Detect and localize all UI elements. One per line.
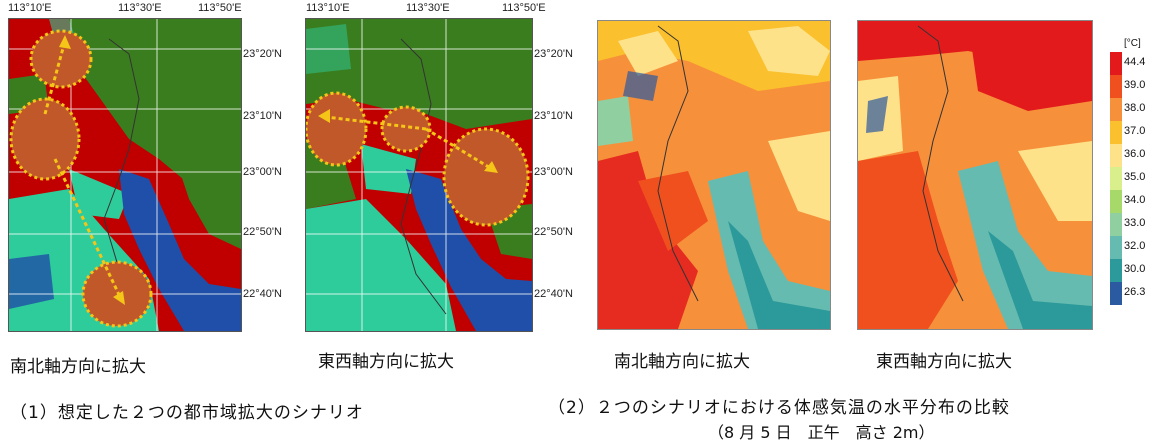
lon-tick: 113°50'E: [198, 2, 242, 14]
legend-entry: 37.0: [1110, 121, 1164, 144]
landuse-map-svg: [306, 19, 532, 331]
legend-entry: 44.4: [1110, 52, 1164, 75]
lat-tick: 23°20'N: [243, 48, 282, 60]
legend-swatch: [1110, 190, 1122, 213]
panel-2-subcaption: （8 月 5 日 正午 高さ 2m）: [708, 423, 935, 442]
legend-entry: 39.0: [1110, 75, 1164, 98]
temperature-map-svg: [598, 21, 830, 329]
legend-swatch: [1110, 259, 1122, 282]
legend-swatch: [1110, 98, 1122, 121]
landuse-map-north-south: [8, 18, 242, 332]
legend-swatch: [1110, 75, 1122, 98]
temperature-legend: [°C] 44.4 39.0 38.0 37.0 36.0 35.0 34.0 33.0 32.…: [1108, 38, 1164, 343]
map-caption-east-west: 東西軸方向に拡大: [318, 352, 454, 372]
legend-swatch: [1110, 52, 1122, 75]
legend-label: 32.0: [1124, 240, 1146, 252]
legend-entry: 32.0: [1110, 236, 1164, 259]
panel-1-caption: （1）想定した２つの都市域拡大のシナリオ: [10, 403, 364, 423]
legend-label: 44.4: [1124, 56, 1146, 68]
legend-entry: 26.3: [1110, 282, 1164, 305]
lon-tick: 113°10'E: [8, 2, 52, 14]
lat-tick: 23°20'N: [534, 48, 573, 60]
map-caption-east-west: 東西軸方向に拡大: [876, 352, 1012, 372]
temperature-map-svg: [858, 21, 1092, 329]
temperature-map-east-west: [857, 20, 1093, 330]
map-caption-north-south: 南北軸方向に拡大: [614, 352, 750, 372]
temperature-map-north-south: [597, 20, 831, 330]
legend-label: 35.0: [1124, 171, 1146, 183]
legend-label: 33.0: [1124, 217, 1146, 229]
legend-label: 30.0: [1124, 263, 1146, 275]
legend-swatch: [1110, 144, 1122, 167]
legend-label: 38.0: [1124, 102, 1146, 114]
lat-tick: 22°50'N: [534, 226, 573, 238]
panel-2-caption: （2）２つのシナリオにおける体感気温の水平分布の比較: [548, 398, 1010, 418]
legend-entry: 38.0: [1110, 98, 1164, 121]
lat-tick: 23°00'N: [534, 166, 573, 178]
map-caption-north-south: 南北軸方向に拡大: [10, 357, 146, 377]
legend-entry: 34.0: [1110, 190, 1164, 213]
lat-tick: 23°10'N: [534, 110, 573, 122]
legend-unit: [°C]: [1124, 38, 1141, 49]
legend-label: 34.0: [1124, 194, 1146, 206]
legend-entry: 33.0: [1110, 213, 1164, 236]
legend-swatch: [1110, 236, 1122, 259]
landuse-map-east-west: [305, 18, 533, 332]
landuse-map-svg: [9, 19, 241, 331]
legend-entry: 30.0: [1110, 259, 1164, 282]
lat-tick: 22°40'N: [534, 288, 573, 300]
lat-tick: 23°00'N: [243, 166, 282, 178]
lon-tick: 113°10'E: [306, 2, 350, 14]
lon-tick: 113°30'E: [118, 2, 162, 14]
legend-swatch: [1110, 213, 1122, 236]
legend-label: 36.0: [1124, 148, 1146, 160]
legend-label: 26.3: [1124, 286, 1146, 298]
legend-label: 37.0: [1124, 125, 1146, 137]
lat-tick: 22°50'N: [243, 226, 282, 238]
legend-swatch: [1110, 121, 1122, 144]
legend-entry: 36.0: [1110, 144, 1164, 167]
legend-swatch: [1110, 282, 1122, 305]
legend-swatch: [1110, 167, 1122, 190]
lat-tick: 23°10'N: [243, 110, 282, 122]
lon-tick: 113°30'E: [406, 2, 450, 14]
legend-label: 39.0: [1124, 79, 1146, 91]
lat-tick: 22°40'N: [243, 288, 282, 300]
lon-tick: 113°50'E: [502, 2, 546, 14]
legend-entry: 35.0: [1110, 167, 1164, 190]
